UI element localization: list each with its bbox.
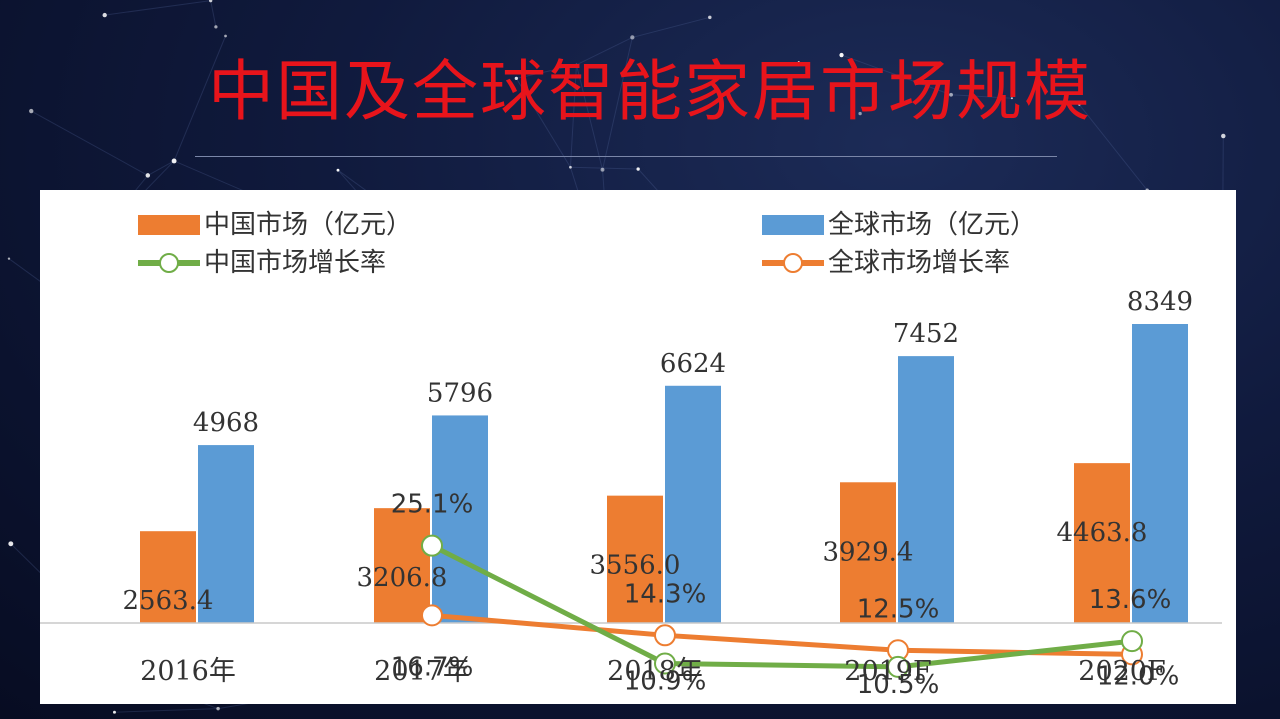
china-rate-point [421,534,443,557]
network-line [104,0,211,16]
network-star [569,165,572,169]
china-market-bar [840,482,896,623]
network-star [8,541,14,547]
network-line [173,35,226,162]
network-star [209,0,213,3]
network-line [569,64,577,168]
network-star [145,173,151,178]
title-divider [195,156,1057,157]
network-star [708,15,712,20]
network-star [336,168,340,172]
global-bar-swatch [762,215,824,235]
network-star [224,34,227,38]
x-tick-label: 2019F [844,656,931,687]
network-star [949,92,953,97]
legend-label: 中国市场增长率 [204,248,387,278]
network-line [570,166,639,170]
network-line [515,78,571,168]
global-rate-marker-swatch [783,253,803,273]
global-rate-label: 12.5% [857,594,940,624]
global-market-bar [898,356,954,623]
global-market-value-label: 7452 [893,319,959,349]
network-star [1010,97,1013,100]
network-star [858,111,862,116]
network-line [576,36,633,66]
global-rate-label: 14.3% [624,579,707,609]
network-star [1221,133,1226,139]
china-rate-label: 10.9% [624,667,707,697]
china-rate-label: 13.6% [1089,585,1172,615]
network-star [839,52,844,58]
global-market-value-label: 8349 [1127,287,1193,317]
network-line [1078,104,1148,191]
network-star [630,35,635,40]
market-size-chart: 2563.4 4968 3206.8 5796 3556.0 6624 3929.4 7452… [40,287,1222,700]
network-line [602,37,633,170]
network-line [632,16,710,38]
network-star [575,63,578,67]
global-rate-point [654,624,676,647]
network-line [30,110,149,176]
network-star [102,12,107,18]
global-market-value-label: 5796 [427,378,493,408]
global-rate-label: 12.0% [1097,661,1180,691]
x-tick-label: 2020F [1078,656,1165,687]
china-market-bar [1074,463,1130,623]
network-star [797,61,800,64]
global-rate-point [421,604,443,627]
china-market-value-label: 3929.4 [823,537,914,567]
network-star [600,167,605,172]
global-market-value-label: 4968 [193,408,259,438]
network-star [29,108,34,114]
global-market-bar [198,445,254,623]
network-line [951,94,1012,99]
legend-label: 全球市场（亿元） [828,210,1037,240]
network-line [575,64,603,170]
network-star [171,158,177,164]
china-rate-label: 10.5% [857,670,940,700]
network-line [841,54,952,96]
network-star [514,76,518,81]
legend-label: 中国市场（亿元） [204,210,413,240]
china-rate-point [654,652,676,675]
china-market-value-label: 2563.4 [123,586,214,616]
china-market-value-label: 4463.8 [1057,518,1148,548]
china-bar-swatch [138,215,200,235]
china-rate-point [887,655,909,678]
legend-label: 全球市场增长率 [828,248,1011,278]
china-rate-marker-swatch [159,253,179,273]
network-line [114,708,219,713]
network-line [147,160,175,176]
network-star [113,710,116,714]
china-rate-line [430,543,1133,670]
china-rate-point [1121,630,1143,653]
global-market-bar [665,385,721,623]
global-market-bar [432,415,488,623]
x-tick-label: 2018年 [607,656,703,687]
network-star [214,25,218,29]
global-market-bar [1132,324,1188,623]
network-star [7,257,11,260]
network-star [1078,103,1081,106]
chart-panel: 中国市场（亿元） 全球市场（亿元） 中国市场增长率 全球市场增长率 2563.4… [40,190,1236,704]
china-market-value-label: 3556.0 [590,551,681,581]
china-market-value-label: 3206.8 [357,563,448,593]
network-star [636,167,640,171]
x-tick-label: 2016年 [140,656,236,687]
x-tick-label: 2017年 [374,656,470,687]
network-star [216,706,220,711]
network-line [516,64,577,79]
global-rate-line [431,612,1133,657]
network-line [210,0,217,27]
global-rate-label: 16.7% [391,652,474,682]
slide-title: 中国及全球智能家居市场规模 [208,53,1092,130]
china-rate-label: 25.1% [391,490,474,520]
china-market-bar [607,495,663,623]
china-market-bar [374,508,430,623]
global-market-value-label: 6624 [660,349,726,379]
china-market-bar [140,531,196,623]
